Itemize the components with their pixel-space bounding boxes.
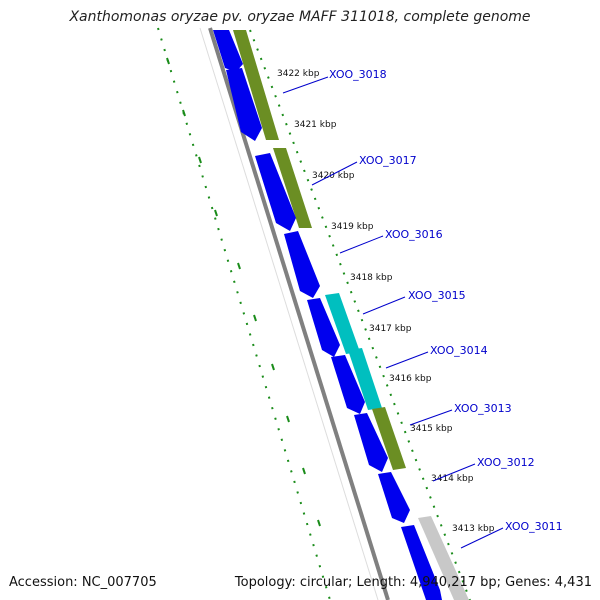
track-boundary-line [199, 27, 379, 600]
gene-arrow[interactable] [226, 68, 262, 141]
cog-block-green[interactable] [372, 407, 406, 470]
cog-block-green[interactable] [273, 148, 312, 228]
gene-label-xoo-3011[interactable]: XOO_3011 [505, 520, 563, 533]
tick-label: 3417 kbp [369, 324, 412, 334]
tick-label: 3420 kbp [312, 171, 355, 181]
gene-arrow[interactable] [255, 153, 296, 231]
gene-label-xoo-3014[interactable]: XOO_3014 [430, 344, 488, 357]
gene-labels: XOO_3018 XOO_3017 XOO_3016 XOO_3015 XOO_… [329, 68, 563, 533]
genome-summary-text: Topology: circular; Length: 4,940,217 bp… [234, 575, 592, 590]
map-title: Xanthomonas oryzae pv. oryzae MAFF 31101… [69, 9, 531, 25]
accession-text: Accession: NC_007705 [9, 575, 157, 590]
gene-track [213, 30, 442, 600]
tick-labels: 3422 kbp 3421 kbp 3420 kbp 3419 kbp 3418… [277, 69, 495, 534]
gene-label-leaders [282, 76, 504, 549]
gene-label-xoo-3012[interactable]: XOO_3012 [477, 456, 535, 469]
cog-track [233, 30, 469, 600]
gene-label-xoo-3017[interactable]: XOO_3017 [359, 154, 417, 167]
cog-block-cyan[interactable] [325, 293, 360, 354]
gene-label-xoo-3016[interactable]: XOO_3016 [385, 228, 443, 241]
tick-label: 3416 kbp [389, 374, 432, 384]
tick-label: 3418 kbp [350, 273, 393, 283]
tick-label: 3421 kbp [294, 120, 337, 130]
gene-arrow[interactable] [213, 30, 243, 72]
gene-arrow[interactable] [378, 472, 410, 523]
gene-arrow[interactable] [307, 298, 340, 357]
cog-block-gray[interactable] [418, 516, 469, 600]
gene-arrow[interactable] [401, 525, 442, 600]
gene-arrow[interactable] [354, 413, 388, 472]
gene-label-xoo-3018[interactable]: XOO_3018 [329, 68, 387, 81]
outer-scale-line [157, 27, 331, 600]
gene-label-xoo-3015[interactable]: XOO_3015 [408, 289, 466, 302]
tick-label: 3415 kbp [410, 424, 453, 434]
gene-arrow[interactable] [331, 355, 365, 414]
gene-arrow[interactable] [284, 231, 320, 298]
tick-label: 3419 kbp [331, 222, 374, 232]
tick-label: 3414 kbp [431, 474, 474, 484]
tick-label: 3422 kbp [277, 69, 320, 79]
outer-scale-dashes [166, 57, 321, 527]
cog-block-green[interactable] [233, 30, 279, 140]
inner-scale-line [249, 29, 471, 600]
gene-label-xoo-3013[interactable]: XOO_3013 [454, 402, 512, 415]
tick-label: 3413 kbp [452, 524, 495, 534]
cog-block-cyan[interactable] [348, 348, 382, 410]
